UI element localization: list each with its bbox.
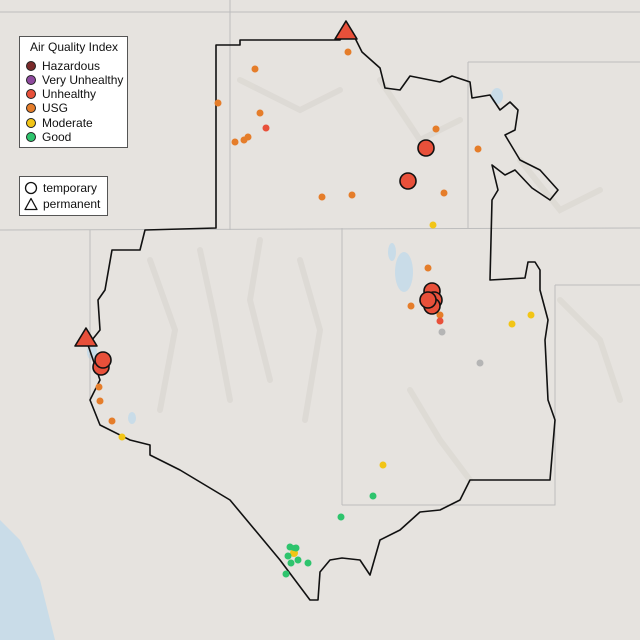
hazardous-swatch-icon	[26, 61, 36, 71]
legend-item-moderate: Moderate	[26, 116, 93, 130]
circle-icon	[24, 181, 38, 194]
aqi-legend: Air Quality Index Hazardous Very Unhealt…	[19, 36, 128, 148]
unhealthy-permanent-monitors	[74, 20, 358, 347]
usg-sites	[95, 48, 482, 425]
good-swatch-icon	[26, 132, 36, 142]
no-data-sites	[438, 328, 484, 367]
state-lines	[0, 0, 640, 506]
ocean	[0, 520, 55, 640]
triangle-icon	[24, 197, 38, 210]
legend-item-temporary: temporary	[24, 180, 97, 195]
legend-item-usg: USG	[26, 101, 68, 115]
legend-item-unhealthy: Unhealthy	[26, 87, 96, 101]
unhealthy-temporary-monitors	[92, 139, 443, 376]
legend-item-good: Good	[26, 130, 71, 144]
moderate-swatch-icon	[26, 118, 36, 128]
legend-item-very-unhealthy: Very Unhealthy	[26, 73, 123, 87]
monitor-type-legend: temporary permanent	[19, 176, 108, 216]
unhealthy-small-sites	[262, 124, 444, 325]
legend-item-permanent: permanent	[24, 196, 100, 211]
region-boundary	[87, 27, 559, 601]
very-unhealthy-swatch-icon	[26, 75, 36, 85]
aqi-legend-title: Air Quality Index	[30, 40, 119, 54]
legend-item-hazardous: Hazardous	[26, 59, 100, 73]
good-sites	[282, 492, 377, 578]
unhealthy-swatch-icon	[26, 89, 36, 99]
usg-swatch-icon	[26, 103, 36, 113]
lakes	[87, 88, 503, 424]
terrain-relief	[147, 77, 623, 483]
